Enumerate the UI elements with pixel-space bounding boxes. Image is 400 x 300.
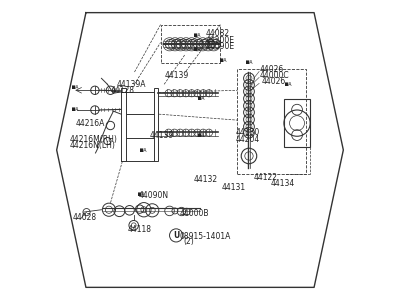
Text: 44082: 44082	[206, 29, 230, 38]
Text: 44132: 44132	[194, 176, 218, 184]
Text: U: U	[173, 231, 179, 240]
Bar	[284, 99, 310, 147]
Text: 44122: 44122	[254, 173, 278, 182]
Text: ■A: ■A	[72, 85, 78, 90]
Text: 44139A: 44139A	[116, 80, 146, 89]
Bar	[121, 88, 126, 161]
Text: ■A: ■A	[198, 133, 204, 138]
Text: 44090N: 44090N	[139, 191, 169, 200]
Text: ■A: ■A	[138, 192, 144, 197]
Text: 44216M(RH): 44216M(RH)	[70, 135, 118, 144]
Text: 44139: 44139	[149, 131, 174, 140]
Text: 44000C: 44000C	[260, 71, 289, 80]
Bar	[160, 25, 220, 63]
Polygon shape	[57, 13, 343, 287]
Text: 44000B: 44000B	[180, 209, 209, 218]
Text: 44026: 44026	[262, 77, 286, 86]
Text: ■A: ■A	[246, 60, 253, 65]
Text: ■A: ■A	[198, 96, 204, 101]
Text: 44139: 44139	[164, 71, 188, 80]
Text: 44134: 44134	[270, 179, 295, 188]
Bar	[237, 69, 306, 174]
Text: 44216A: 44216A	[75, 118, 104, 127]
Text: 44216N(LH): 44216N(LH)	[70, 141, 116, 150]
Text: 44204: 44204	[236, 135, 260, 144]
Text: 44090E: 44090E	[206, 42, 235, 51]
Text: 44128: 44128	[110, 86, 134, 95]
Text: ■A: ■A	[220, 58, 226, 63]
Text: 44131: 44131	[222, 183, 246, 192]
Text: ■A: ■A	[194, 33, 200, 38]
Text: 08915-1401A: 08915-1401A	[180, 232, 231, 241]
Text: 44118: 44118	[128, 225, 152, 234]
Text: ■A: ■A	[194, 47, 200, 52]
Text: 44028: 44028	[73, 213, 97, 222]
Bar	[154, 88, 158, 161]
Text: 44200E: 44200E	[206, 36, 235, 45]
Text: 44130: 44130	[236, 128, 260, 137]
Text: ■A: ■A	[140, 148, 146, 152]
Text: ■A: ■A	[72, 107, 78, 112]
Text: (2): (2)	[183, 238, 194, 247]
Text: 44026: 44026	[260, 65, 284, 74]
Text: ■A: ■A	[285, 82, 292, 87]
